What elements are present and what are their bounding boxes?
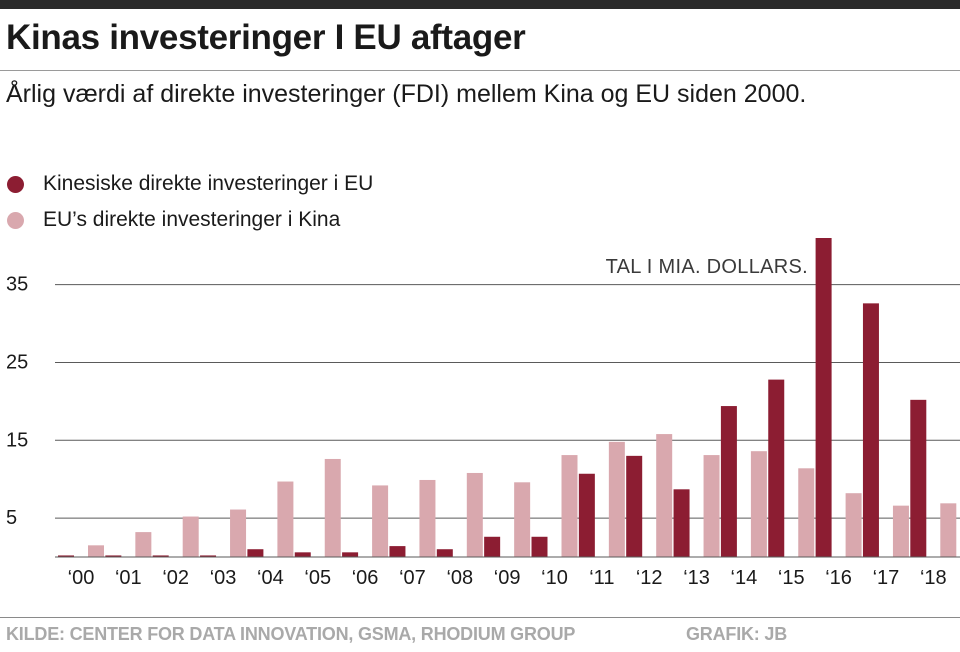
x-tick-label: ‘03 <box>210 567 237 589</box>
bar-eu <box>182 516 199 557</box>
x-tick-label: ‘16 <box>825 567 852 589</box>
bar-china <box>862 303 879 557</box>
units-annotation: TAL I MIA. DOLLARS. <box>606 256 808 278</box>
bar-china <box>578 473 595 557</box>
bar-eu <box>419 479 436 557</box>
x-tick-label: ‘12 <box>636 567 663 589</box>
y-tick-label: 15 <box>6 429 28 451</box>
legend-item-china: Kinesiske direkte investeringer i EU <box>7 172 373 196</box>
bar-china <box>910 399 927 557</box>
legend-label: EU’s direkte investeringer i Kina <box>43 208 341 231</box>
bar-china <box>105 555 122 557</box>
bar-eu <box>466 472 483 557</box>
bar-china <box>626 455 643 557</box>
y-tick-label: 35 <box>6 274 28 296</box>
legend-dot-icon <box>7 175 24 193</box>
x-tick-label: ‘14 <box>731 567 758 589</box>
bar-china <box>436 549 453 557</box>
bar-eu <box>135 532 152 557</box>
x-tick-label: ‘00 <box>68 567 95 589</box>
title-divider <box>0 70 960 71</box>
bar-eu <box>798 468 815 557</box>
y-tick-label: 5 <box>6 507 17 529</box>
bar-eu <box>88 545 104 557</box>
x-tick-label: ‘15 <box>778 567 805 589</box>
bar-chart: 5 15 25 35 TAL I MIA. DOLLARS. ‘00 ‘01 ‘02 ‘03 ‘0… <box>6 238 960 589</box>
bar-eu <box>940 503 957 557</box>
legend-dot-icon <box>7 211 24 229</box>
y-tick-label: 25 <box>6 351 28 373</box>
bar-eu <box>230 509 247 557</box>
bar-china <box>484 536 501 557</box>
x-tick-label: ‘04 <box>257 567 284 589</box>
bar-eu <box>514 482 531 557</box>
bar-eu <box>703 455 720 557</box>
x-tick-label: ‘07 <box>399 567 426 589</box>
bar-eu <box>845 493 862 557</box>
graphic-credit: GRAFIK: JB <box>686 624 787 644</box>
bar-eu <box>750 451 767 557</box>
bar-eu <box>656 434 673 557</box>
x-tick-label: ‘01 <box>115 567 142 589</box>
bar-china <box>200 555 217 557</box>
legend-label: Kinesiske direkte investeringer i EU <box>43 172 374 195</box>
bar-eu <box>324 458 341 557</box>
x-tick-label: ‘05 <box>304 567 331 589</box>
legend-item-eu: EU’s direkte investeringer i Kina <box>7 208 340 232</box>
bar-china <box>720 406 737 557</box>
source-credit: KILDE: CENTER FOR DATA INNOVATION, GSMA,… <box>6 624 576 644</box>
bar-eu <box>892 505 909 557</box>
bar-eu <box>372 485 389 557</box>
page-title: Kinas investeringer I EU aftager <box>6 18 526 57</box>
x-tick-label: ‘17 <box>873 567 900 589</box>
bar-china <box>531 536 548 557</box>
bar-china <box>58 555 74 557</box>
page-subtitle: Årlig værdi af direkte investeringer (FD… <box>6 80 807 108</box>
bar-china <box>342 552 359 557</box>
bar-china <box>768 379 785 557</box>
bar-china <box>673 489 690 557</box>
bar-eu <box>608 441 625 557</box>
bar-eu <box>561 455 578 557</box>
x-tick-label: ‘18 <box>920 567 947 589</box>
bar-eu <box>277 481 294 557</box>
bar-china <box>152 555 169 557</box>
x-tick-label: ‘13 <box>683 567 710 589</box>
bar-china <box>815 238 832 557</box>
bar-china <box>294 552 311 557</box>
footer-divider <box>0 617 960 618</box>
x-tick-label: ‘02 <box>162 567 189 589</box>
bar-china <box>389 546 406 557</box>
bar-china <box>247 549 264 557</box>
top-bar <box>0 0 960 9</box>
x-tick-label: ‘09 <box>494 567 521 589</box>
x-tick-label: ‘08 <box>446 567 473 589</box>
x-tick-label: ‘11 <box>589 567 614 589</box>
x-tick-label: ‘10 <box>541 567 568 589</box>
x-tick-label: ‘06 <box>352 567 379 589</box>
